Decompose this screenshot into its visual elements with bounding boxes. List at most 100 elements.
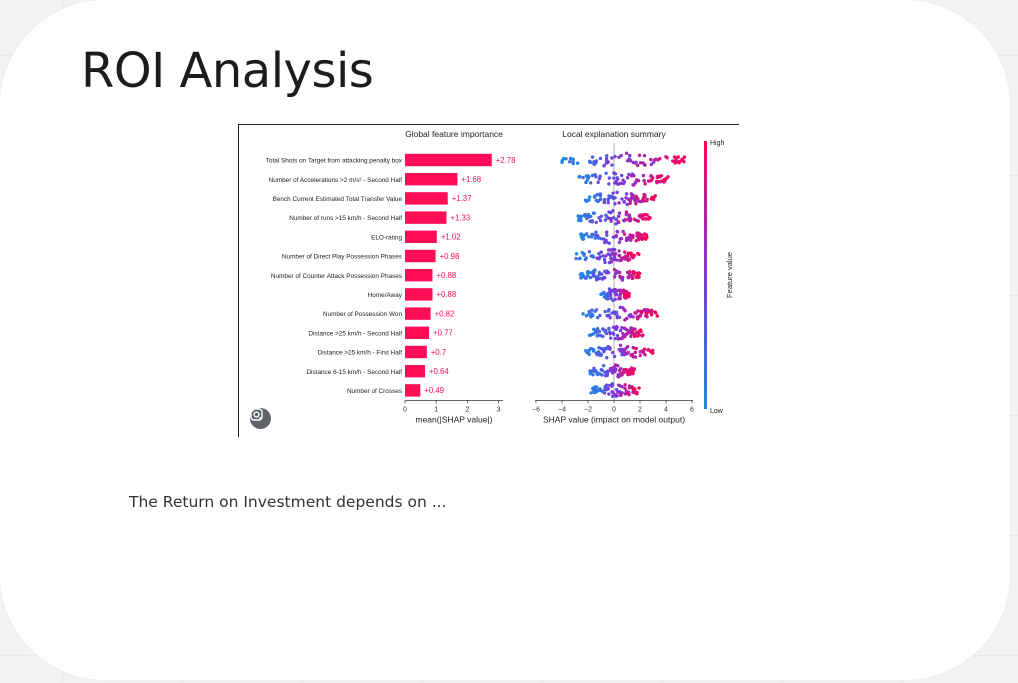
swarm-point — [598, 197, 603, 202]
swarm-x-tick-label: 6 — [690, 406, 694, 413]
swarm-point — [639, 309, 643, 314]
slide-title[interactable]: ROI Analysis — [81, 43, 374, 99]
swarm-point — [589, 391, 593, 395]
swarm-point — [619, 173, 624, 178]
swarm-point — [612, 248, 617, 252]
swarm-point — [583, 257, 588, 262]
swarm-point — [593, 173, 597, 177]
swarm-point — [616, 220, 621, 225]
swarm-point — [610, 156, 614, 160]
swarm-point — [587, 235, 591, 239]
swarm-point — [624, 327, 628, 332]
google-lens-icon[interactable] — [250, 408, 271, 429]
swarm-point — [598, 174, 602, 178]
swarm-point — [642, 162, 647, 167]
swarm-point — [652, 195, 656, 199]
swarm-point — [605, 269, 609, 273]
swarm-point — [620, 336, 624, 341]
swarm-point — [585, 271, 590, 275]
swarm-point — [615, 313, 619, 317]
swarm-point — [624, 196, 628, 200]
swarm-point — [576, 214, 580, 218]
swarm-point — [579, 214, 584, 218]
swarm-point — [611, 209, 615, 213]
swarm-point — [627, 236, 631, 241]
swarm-point — [620, 197, 624, 201]
swarm-point — [649, 197, 654, 201]
swarm-point — [614, 222, 618, 226]
swarm-point — [594, 233, 598, 238]
bar-value-label: +0.64 — [429, 367, 449, 376]
swarm-point — [575, 161, 580, 165]
swarm-point — [618, 343, 623, 348]
shap-figure-image[interactable]: Global feature importance Local explanati… — [238, 124, 739, 437]
swarm-point — [681, 158, 685, 162]
bar-value-label: +0.88 — [436, 271, 456, 280]
swarm-point — [605, 233, 609, 237]
swarm-point — [607, 326, 611, 331]
swarm-point — [624, 210, 629, 214]
swarm-point — [591, 373, 595, 377]
slide-body-text[interactable]: The Return on Investment depends on ... — [129, 493, 447, 511]
swarm-point — [595, 334, 599, 338]
swarm-point — [571, 160, 575, 164]
swarm-point — [616, 230, 620, 234]
swarm-point — [634, 346, 638, 351]
swarm-point — [605, 215, 609, 219]
bar-category-label: Number of Crosses — [347, 388, 402, 395]
swarm-point — [587, 215, 592, 219]
swarm-point — [624, 295, 628, 300]
swarm-point — [622, 333, 627, 337]
swarm-point — [639, 199, 643, 204]
swarm-point — [607, 287, 612, 291]
swarm-point — [619, 258, 623, 262]
swarm-point — [623, 318, 627, 322]
swarm-point — [596, 180, 600, 185]
swarm-point — [594, 330, 598, 334]
swarm-point — [613, 363, 618, 367]
swarm-point — [588, 160, 592, 164]
swarm-point — [615, 176, 620, 180]
swarm-point — [592, 327, 596, 332]
swarm-point — [611, 350, 615, 355]
bar-x-tick-label: 3 — [497, 406, 501, 413]
swarm-point — [634, 275, 638, 279]
swarm-point — [584, 232, 589, 236]
swarm-point — [622, 180, 627, 184]
bar-value-label: +1.33 — [450, 213, 470, 222]
colorbar-low-label: Low — [710, 408, 724, 415]
swarm-point — [634, 239, 638, 243]
swarm-point — [594, 385, 599, 389]
swarm-point — [637, 232, 642, 236]
swarm-point — [624, 192, 629, 196]
swarm-point — [609, 336, 613, 340]
bar-category-label: Distance 6-15 km/h - Second Half — [306, 369, 402, 376]
swarm-point — [633, 311, 637, 315]
swarm-point — [629, 353, 633, 357]
swarm-point — [590, 254, 595, 258]
swarm-point — [626, 331, 630, 335]
swarm-point — [642, 179, 646, 183]
swarm-point — [625, 176, 630, 180]
swarm-point — [619, 291, 623, 295]
swarm-point — [594, 220, 598, 225]
swarm-point — [626, 350, 630, 355]
bar-category-label: Number of Counter Attack Possession Phas… — [271, 273, 402, 280]
swarm-point — [649, 157, 653, 162]
swarm-point — [643, 193, 647, 197]
swarm-point — [607, 176, 612, 180]
swarm-point — [641, 173, 646, 178]
swarm-point — [605, 292, 610, 296]
swarm-point — [618, 274, 622, 279]
swarm-point — [628, 201, 632, 206]
bar-category-label: Distance >25 km/h - Second Half — [308, 330, 402, 337]
swarm-point — [595, 192, 600, 197]
swarm-point — [607, 210, 611, 214]
swarm-point — [682, 155, 687, 159]
swarm-point — [626, 275, 631, 280]
swarm-point — [631, 315, 635, 319]
swarm-point — [638, 236, 642, 241]
swarm-point — [630, 332, 634, 336]
swarm-point — [618, 305, 622, 310]
